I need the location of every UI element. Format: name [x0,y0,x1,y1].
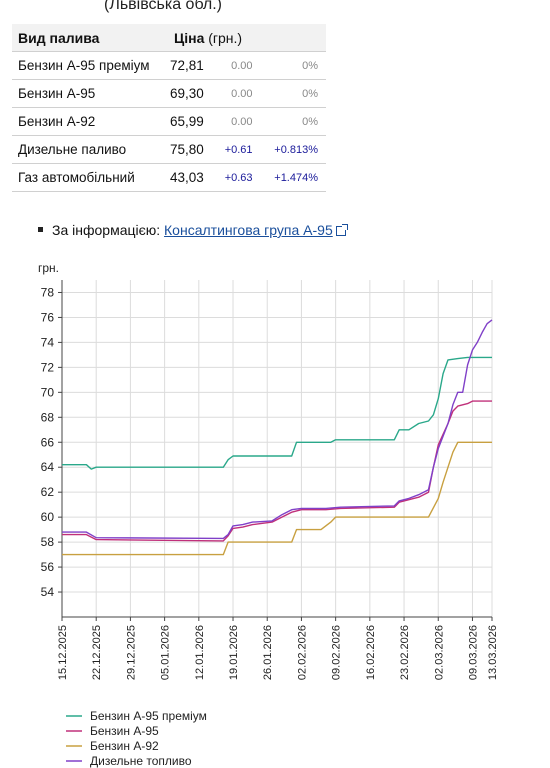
y-tick-label: 74 [41,335,55,349]
chart-series [62,319,493,556]
y-tick-label: 70 [41,385,55,399]
price-change: +0.61 [211,135,257,164]
x-tick-label: 05.01.2026 [160,625,172,680]
legend-label: Дизельне топливо [90,754,192,768]
table-row: Газ автомобільний 43,03 +0.63 +1.474% [12,163,326,192]
fuel-price-table: Вид палива Ціна (грн.) Бензин А-95 премі… [12,24,326,192]
x-tick-label: 15.12.2025 [57,625,69,680]
y-tick-label: 54 [41,585,55,599]
price-header: Ціна (грн.) [168,24,326,52]
price-change-percent: +0.813% [256,135,326,164]
x-tick-label: 29.12.2025 [125,625,137,680]
x-tick-label: 12.01.2026 [194,625,206,680]
fuel-name: Бензин А-95 преміум [12,51,168,80]
y-tick-label: 60 [41,510,55,524]
price-unit: (грн.) [208,29,243,46]
table-row: Бензин А-95 69,30 0.00 0% [12,79,326,108]
y-tick-label: 76 [41,310,55,324]
y-tick-label: 58 [41,535,55,549]
source-info: За інформацією: Консалтингова група А-95 [38,222,348,238]
x-tick-label: 26.01.2026 [262,625,274,680]
fuel-price: 75,80 [168,135,212,164]
fuel-name: Газ автомобільний [12,163,168,192]
price-change-percent: 0% [256,107,326,136]
bullet-icon [38,226,43,232]
table-row: Бензин А-95 преміум 72,81 0.00 0% [12,51,326,80]
y-tick-label: 68 [41,410,55,424]
price-change-percent: 0% [256,79,326,108]
price-change: 0.00 [211,79,257,108]
fuel-price: 72,81 [168,51,212,80]
fuel-name: Бензин А-95 [12,79,168,108]
series-line-1 [62,356,492,470]
fuel-price: 65,99 [168,107,212,136]
x-tick-label: 02.03.2026 [433,625,445,680]
chart-grid [61,280,493,617]
price-change-percent: 0% [256,51,326,80]
series-line-3 [62,441,492,556]
price-change: +0.63 [211,163,257,192]
y-tick-label: 66 [41,435,55,449]
table-row: Дизельне паливо 75,80 +0.61 +0.813% [12,135,326,164]
y-tick-label: 62 [41,485,55,499]
x-tick-label: 19.01.2026 [228,625,240,680]
fuel-name: Дизельне паливо [12,135,168,164]
legend-label: Бензин А-92 [90,739,159,753]
region-title: (Львівська обл.) [103,0,223,13]
price-change: 0.00 [211,107,257,136]
source-prefix: За інформацією: [52,222,161,238]
source-link[interactable]: Консалтингова група А-95 [164,222,333,238]
table-header-row: Вид палива Ціна (грн.) [12,24,326,52]
y-tick-label: 64 [41,460,55,474]
y-axis-label: грн. [38,261,59,275]
external-link-icon[interactable] [335,224,348,236]
price-change-percent: +1.474% [256,163,326,192]
x-tick-label: 22.12.2025 [91,625,103,680]
price-change: 0.00 [211,51,257,80]
fuel-type-header: Вид палива [12,24,168,52]
table-row: Бензин А-92 65,99 0.00 0% [12,107,326,136]
y-tick-label: 56 [41,560,55,574]
legend-label: Бензин А-95 [90,724,159,738]
series-line-2 [62,400,492,542]
x-tick-label: 02.02.2026 [296,625,308,680]
fuel-name: Бензин А-92 [12,107,168,136]
x-tick-label: 23.02.2026 [399,625,411,680]
series-line-4 [62,319,493,540]
fuel-price: 43,03 [168,163,212,192]
x-tick-label: 09.03.2026 [467,625,479,680]
x-tick-label: 16.02.2026 [365,625,377,680]
chart-axes: 54 56 58 60 62 64 66 68 70 72 74 76 78 15.12.2025 22.1… [41,280,499,680]
y-tick-label: 72 [41,360,55,374]
x-tick-label: 09.02.2026 [331,625,343,680]
x-tick-label: 13.03.2026 [487,625,499,680]
legend-label: Бензин А-95 преміум [90,709,207,723]
fuel-price: 69,30 [168,79,212,108]
y-tick-label: 78 [41,285,55,299]
